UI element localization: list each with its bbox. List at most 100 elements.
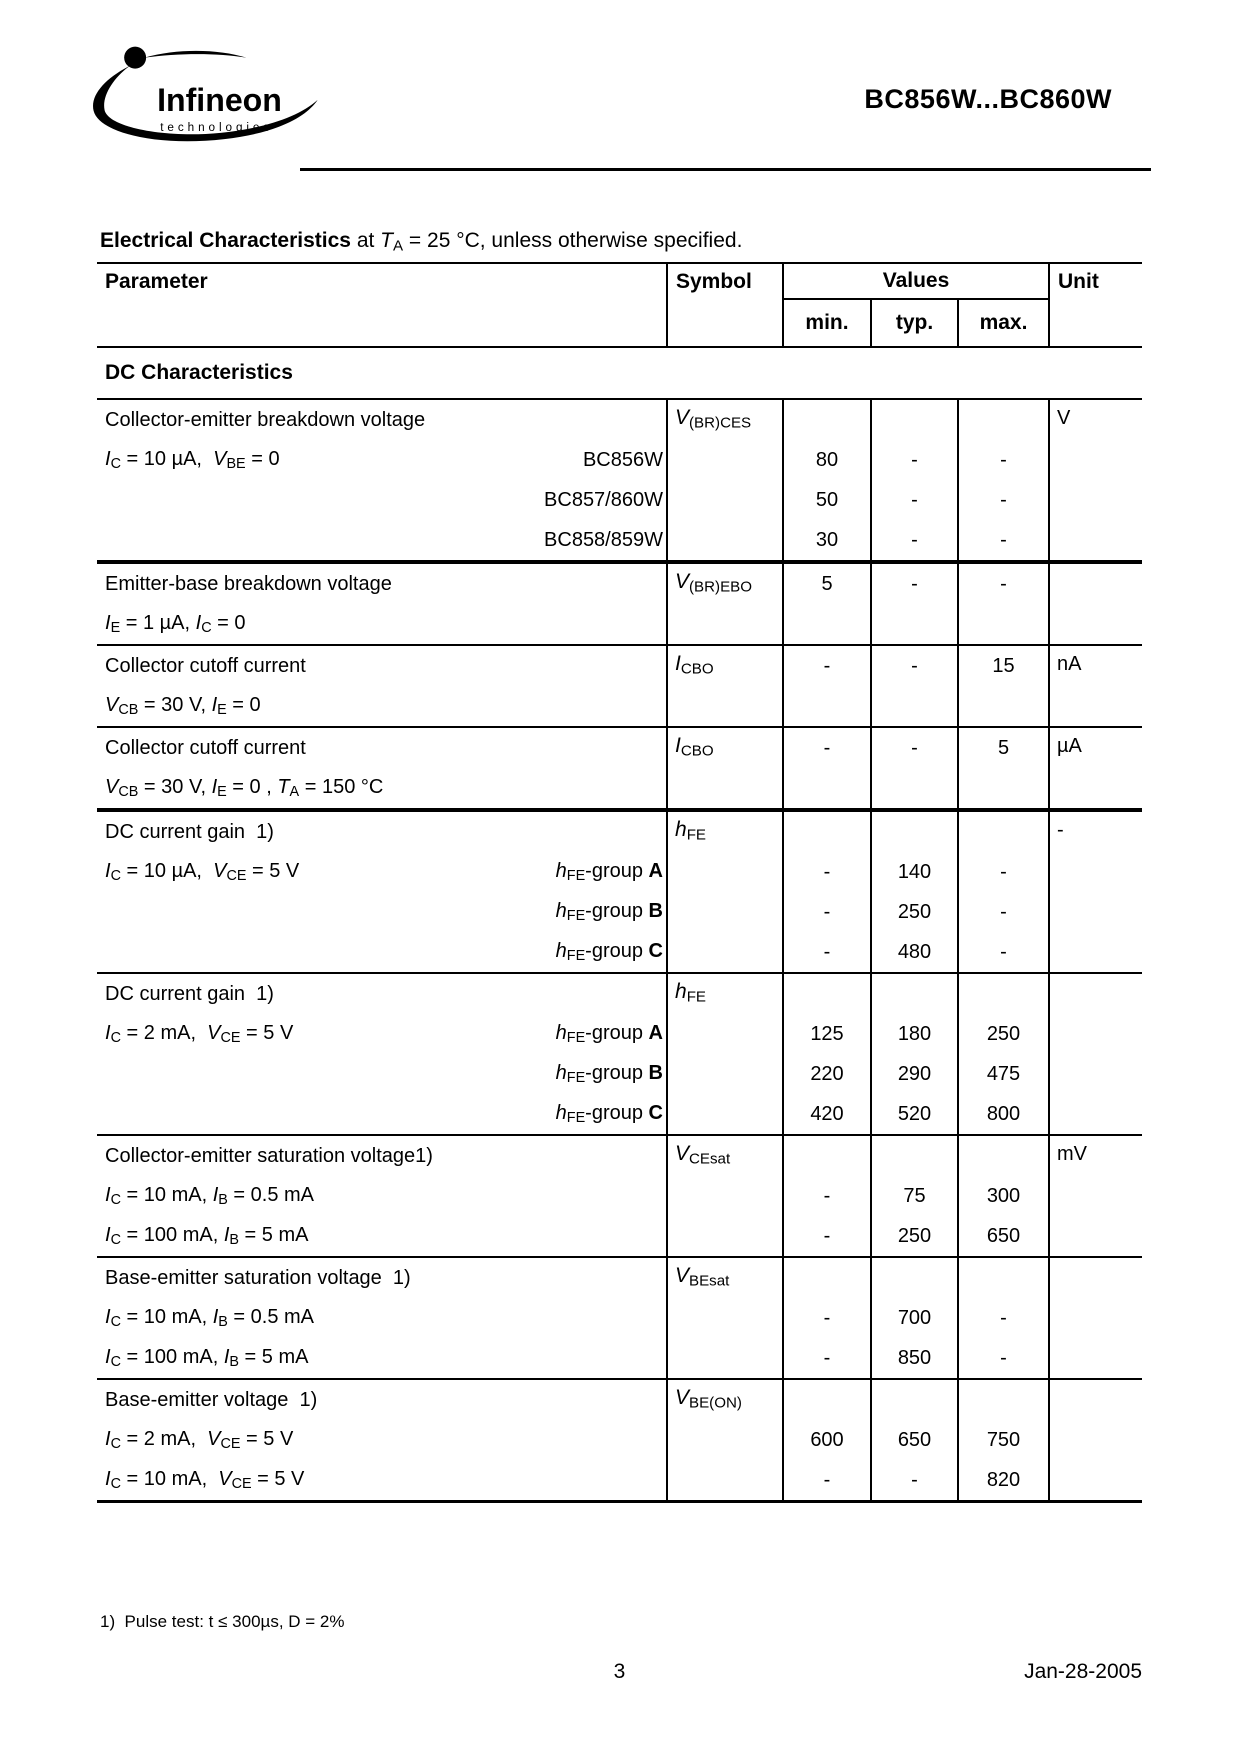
parameter-cell: IC = 2 mA, VCE = 5 V xyxy=(97,1420,666,1460)
text-token: Collector-emitter breakdown voltage xyxy=(105,408,426,431)
text-token: CE xyxy=(226,868,247,885)
table-header: Parameter Symbol Values Unit min. typ. m… xyxy=(97,264,1142,348)
max-value-cell xyxy=(957,400,1048,440)
max-value-cell xyxy=(957,604,1048,644)
characteristics-table: Parameter Symbol Values Unit min. typ. m… xyxy=(97,262,1142,1503)
column-header-max: max. xyxy=(957,300,1048,346)
min-value-cell xyxy=(782,686,870,726)
typ-value-cell: 250 xyxy=(870,1216,957,1256)
text-token: C xyxy=(110,1232,121,1249)
parameter-cell: IE = 1 µA, IC = 0 xyxy=(97,604,666,644)
text-token: A xyxy=(648,1021,663,1044)
variant-label: hFE-group A xyxy=(556,860,666,884)
min-value-cell: 5 xyxy=(782,564,870,604)
text-token: (BR)EBO xyxy=(689,578,752,596)
parameter-text: IE = 1 µA, IC = 0 xyxy=(105,612,246,636)
max-value-cell xyxy=(957,1380,1048,1420)
parameter-cell: VCB = 30 V, IE = 0 xyxy=(97,686,666,726)
column-header-unit: Unit xyxy=(1048,264,1142,346)
parameter-cell: BC857/860W xyxy=(97,480,666,520)
text-token: Base-emitter voltage 1) xyxy=(105,1388,318,1411)
text-token: V xyxy=(207,1021,221,1044)
typ-value-cell xyxy=(870,768,957,808)
unit-cell: V xyxy=(1048,400,1142,560)
table-block-collector-emitter-breakdown-voltage: V(BR)CES V Collector-emitter breakdown vol… xyxy=(97,400,1142,560)
text-token: FE xyxy=(566,1070,586,1087)
text-token: E xyxy=(217,784,227,801)
text-token: CB xyxy=(118,784,139,801)
min-value-cell xyxy=(782,812,870,852)
parameter-cell: hFE-group B xyxy=(97,892,666,932)
text-token: C xyxy=(648,939,663,962)
text-token: C xyxy=(110,1192,121,1209)
parameter-text: Collector-emitter saturation voltage1) xyxy=(105,1145,433,1168)
text-token: I xyxy=(105,1427,111,1450)
parameter-text: DC current gain 1) xyxy=(105,983,274,1006)
max-value-cell xyxy=(957,974,1048,1014)
text-token: = 0 xyxy=(245,447,280,470)
text-token: h xyxy=(675,818,687,841)
text-token: = 5 V xyxy=(240,1427,294,1450)
variant-label: hFE-group A xyxy=(556,1022,666,1046)
min-value-cell: - xyxy=(782,1338,870,1378)
text-token: = 150 °C xyxy=(299,775,384,798)
parameter-cell: IC = 10 mA, IB = 0.5 mA xyxy=(97,1298,666,1338)
parameter-text: Collector cutoff current xyxy=(105,737,306,760)
text-token: = 100 mA, xyxy=(120,1345,224,1368)
typ-value-cell: 650 xyxy=(870,1420,957,1460)
min-value-cell: - xyxy=(782,646,870,686)
text-token: I xyxy=(105,1345,111,1368)
unit-cell: mV xyxy=(1048,1136,1142,1256)
text-token: FE xyxy=(566,1110,586,1127)
page-number: 3 xyxy=(613,1660,626,1683)
text-token: V xyxy=(105,775,119,798)
footnote: 1) Pulse test: t ≤ 300µs, D = 2% xyxy=(100,1612,344,1632)
parameter-cell: IC = 2 mA, VCE = 5 V hFE-group A xyxy=(97,1014,666,1054)
parameter-cell: Base-emitter saturation voltage 1) xyxy=(97,1258,666,1298)
parameter-cell: BC858/859W xyxy=(97,520,666,560)
max-value-cell xyxy=(957,1258,1048,1298)
text-token: -group xyxy=(585,859,649,882)
symbol-cell: hFE xyxy=(666,812,782,972)
text-token: CBO xyxy=(680,660,714,678)
min-value-cell xyxy=(782,974,870,1014)
text-token: I xyxy=(675,652,681,675)
text-token: = 30 V, xyxy=(138,693,212,716)
min-value-cell xyxy=(782,768,870,808)
text-token: I xyxy=(212,1305,219,1328)
min-value-cell: 600 xyxy=(782,1420,870,1460)
text-token: B xyxy=(218,1314,228,1331)
text-token: -group xyxy=(585,939,649,962)
text-token: C xyxy=(110,1436,121,1453)
typ-value-cell xyxy=(870,1258,957,1298)
text-token: B xyxy=(218,1192,228,1209)
symbol-cell: V(BR)CES xyxy=(666,400,782,560)
column-header-values: Values xyxy=(782,264,1048,300)
max-value-cell: - xyxy=(957,520,1048,560)
parameter-cell: Collector-emitter saturation voltage1) xyxy=(97,1136,666,1176)
max-value-cell: - xyxy=(957,480,1048,520)
max-value-cell: 15 xyxy=(957,646,1048,686)
text-token: = 0.5 mA xyxy=(227,1183,315,1206)
variant-label: BC856W xyxy=(583,449,666,472)
typ-value-cell xyxy=(870,686,957,726)
text-token: CBO xyxy=(680,742,714,760)
text-token: I xyxy=(223,1223,230,1246)
parameter-cell: Collector-emitter breakdown voltage xyxy=(97,400,666,440)
symbol-cell: V(BR)EBO xyxy=(666,564,782,644)
min-value-cell: 50 xyxy=(782,480,870,520)
logo-top-arc xyxy=(144,50,247,58)
max-value-cell: 800 xyxy=(957,1094,1048,1134)
text-token: BC858/859W xyxy=(544,528,663,551)
text-token: h xyxy=(675,980,687,1003)
parameter-cell: VCB = 30 V, IE = 0 , TA = 150 °C xyxy=(97,768,666,808)
parameter-cell: hFE-group B xyxy=(97,1054,666,1094)
parameter-text: VCB = 30 V, IE = 0 , TA = 150 °C xyxy=(105,776,383,800)
text-token: = 5 mA xyxy=(238,1223,309,1246)
text-token: (BR)CES xyxy=(689,414,752,432)
typ-value-cell: - xyxy=(870,728,957,768)
unit-cell: µA xyxy=(1048,728,1142,808)
text-token: CE xyxy=(220,1436,241,1453)
text-token: C xyxy=(201,620,212,637)
text-token: BC857/860W xyxy=(544,488,663,511)
